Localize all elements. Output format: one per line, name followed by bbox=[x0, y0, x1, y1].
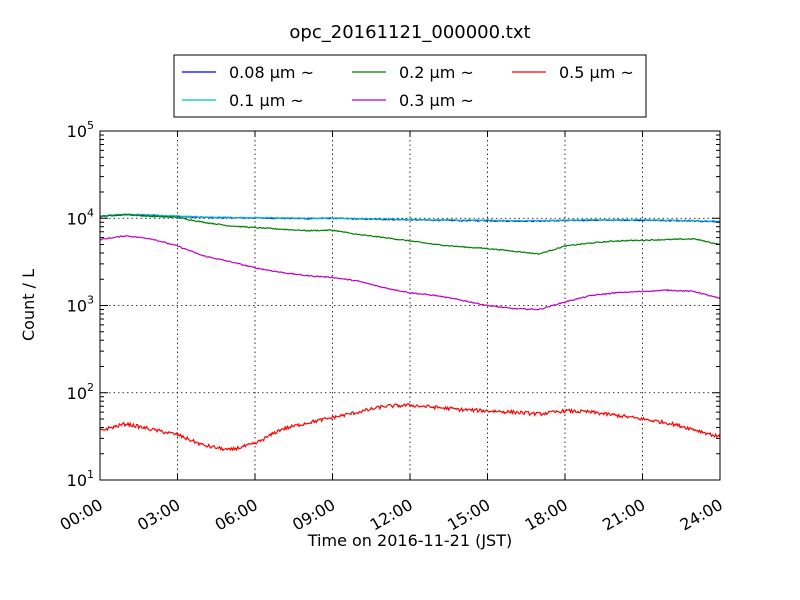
series-line-4 bbox=[99, 403, 721, 452]
y-tick-label: 105 bbox=[67, 119, 94, 141]
series-line-3 bbox=[99, 235, 721, 311]
legend-label: 0.2 μm ~ bbox=[399, 63, 474, 82]
y-tick-label: 103 bbox=[67, 294, 94, 316]
y-tick-label: 102 bbox=[67, 381, 94, 403]
series-line-2 bbox=[99, 213, 721, 256]
legend: 0.08 μm ~ 0.1 μm ~ 0.2 μm ~ 0.3 μm ~ 0.5 μm … bbox=[173, 54, 647, 118]
x-axis-label: Time on 2016-11-21 (JST) bbox=[307, 531, 512, 550]
ticks-layer bbox=[99, 130, 721, 481]
y-tick-label: 104 bbox=[67, 206, 94, 228]
y-tick-label: 101 bbox=[67, 468, 94, 490]
series-layer bbox=[99, 213, 721, 452]
y-axis-label: Count / L bbox=[19, 269, 38, 341]
legend-label: 0.3 μm ~ bbox=[399, 91, 474, 110]
legend-label: 0.08 μm ~ bbox=[229, 63, 314, 82]
legend-label: 0.5 μm ~ bbox=[559, 63, 634, 82]
series-line-1 bbox=[99, 213, 721, 223]
chart-title: opc_20161121_000000.txt bbox=[289, 22, 530, 43]
legend-box bbox=[173, 54, 647, 118]
legend-label: 0.1 μm ~ bbox=[229, 91, 304, 110]
